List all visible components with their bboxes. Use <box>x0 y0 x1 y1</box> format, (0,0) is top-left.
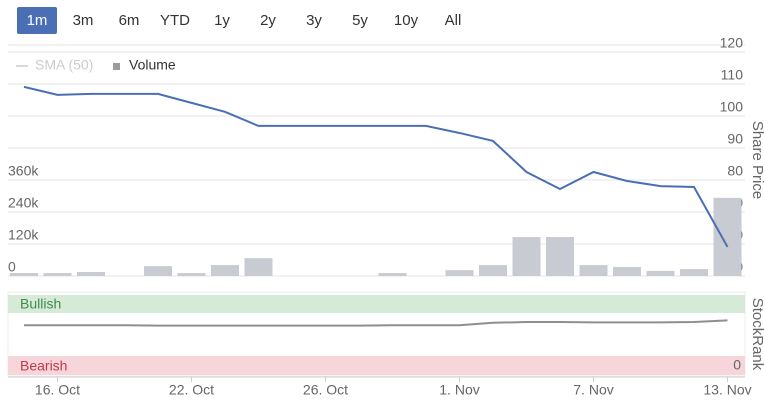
x-tick-label: 22. Oct <box>169 382 214 398</box>
bullish-label: Bullish <box>20 296 61 312</box>
volume-bar <box>579 265 608 276</box>
range-button[interactable]: 6m <box>119 12 140 29</box>
volume-bar <box>244 258 273 276</box>
price-line <box>23 85 729 248</box>
x-tick-label: 26. Oct <box>303 382 348 398</box>
volume-bar <box>378 273 407 276</box>
y2-axis-label: Share Price <box>749 121 764 199</box>
range-button[interactable]: All <box>445 12 462 29</box>
volume-bar <box>144 266 172 276</box>
legend-volume[interactable]: Volume <box>129 57 176 73</box>
bearish-band <box>8 356 745 375</box>
volume-bar <box>10 273 38 276</box>
x-tick-label: 13. Nov <box>703 382 751 398</box>
range-button[interactable]: YTD <box>160 12 190 29</box>
volume-bar <box>445 270 474 276</box>
stockrank-label: StockRank <box>749 298 764 371</box>
volume-bar <box>177 273 206 276</box>
bearish-label: Bearish <box>20 358 67 374</box>
volume-bar <box>713 197 742 276</box>
volume-bar <box>479 265 507 276</box>
range-button[interactable]: 10y <box>394 12 419 29</box>
volume-bar <box>646 270 675 276</box>
range-button[interactable]: 1y <box>214 12 230 29</box>
x-tick-label: 1. Nov <box>439 382 479 398</box>
y-tick-label: 360k <box>8 163 39 179</box>
range-button[interactable]: 3y <box>306 12 322 29</box>
y2-tick-label: 90 <box>727 131 743 147</box>
range-button[interactable]: 1m <box>27 12 48 29</box>
y2-tick-label: 120 <box>720 35 744 51</box>
panel-border <box>7 291 746 377</box>
volume-bar <box>77 272 105 276</box>
y2-tick-label: 80 <box>727 163 743 179</box>
y-tick-label: 0 <box>733 357 741 373</box>
y2-tick-label: 100 <box>720 99 744 115</box>
range-button-active[interactable] <box>17 7 57 34</box>
y-tick-label: 0 <box>8 259 16 275</box>
bullish-band <box>8 295 745 313</box>
volume-bar <box>613 266 641 276</box>
volume-bar <box>512 237 541 276</box>
stockrank-line <box>24 319 728 327</box>
volume-bar <box>546 237 574 276</box>
volume-bar <box>211 265 239 276</box>
range-button[interactable]: 2y <box>260 12 276 29</box>
y-tick-label: 240k <box>8 195 39 211</box>
legend-volume-symbol <box>113 63 120 70</box>
volume-bar <box>680 269 708 276</box>
range-button[interactable]: 5y <box>352 12 368 29</box>
y2-tick-label: 110 <box>721 67 744 83</box>
x-tick-label: 16. Oct <box>35 382 80 398</box>
x-tick-label: 7. Nov <box>573 382 613 398</box>
range-button[interactable]: 3m <box>73 12 94 29</box>
y-tick-label: 120k <box>8 227 39 243</box>
volume-bar <box>43 273 72 276</box>
legend-sma[interactable]: SMA (50) <box>35 57 93 73</box>
